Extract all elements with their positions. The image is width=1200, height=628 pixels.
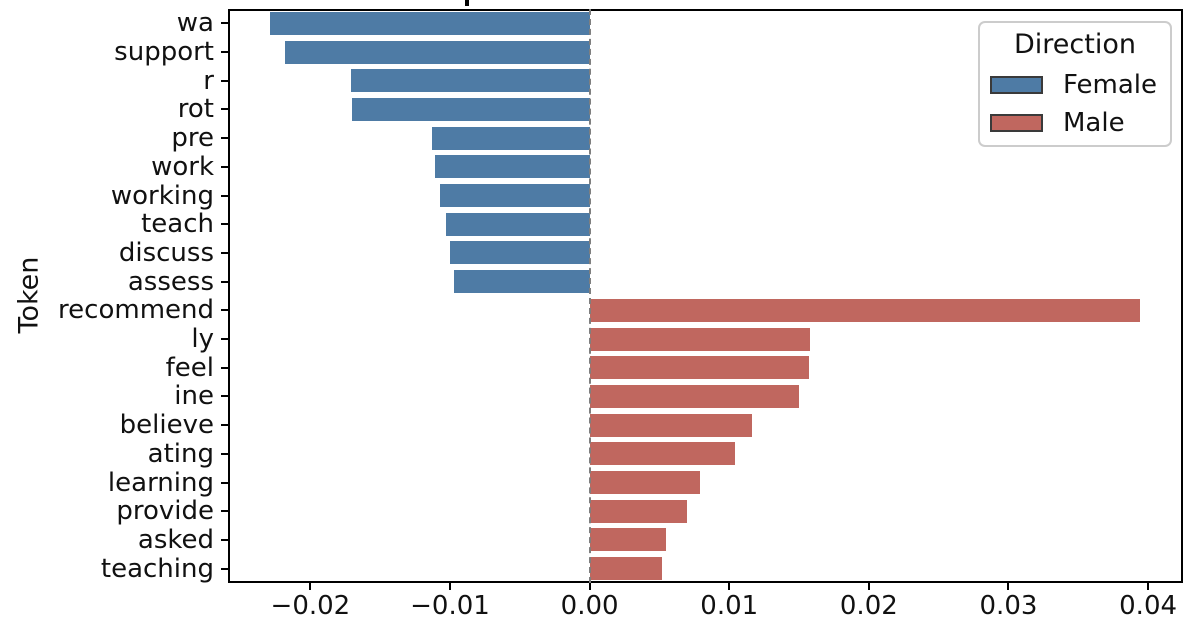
bar-ating [589, 442, 735, 466]
bar-teach [445, 212, 590, 236]
bar-pre [431, 126, 590, 150]
zero-line [588, 9, 591, 583]
y-tick-mark [221, 251, 228, 254]
x-tick-mark [867, 583, 870, 590]
bar-recommend [589, 298, 1140, 322]
y-tick-mark [221, 452, 228, 455]
y-tick-mark [221, 22, 228, 25]
bar-believe [589, 413, 752, 437]
bar-asked [589, 528, 667, 552]
y-tick-label-discuss: discuss [118, 237, 214, 268]
bar-learning [589, 471, 700, 495]
bar-teaching [589, 557, 663, 581]
bar-working [440, 184, 590, 208]
y-tick-mark [221, 165, 228, 168]
y-tick-label-work: work [151, 151, 214, 182]
x-tick-label: 0.01 [700, 591, 759, 621]
y-tick-label-asked: asked [137, 524, 214, 555]
y-tick-label-learning: learning [107, 467, 214, 498]
x-tick-label: −0.01 [410, 591, 490, 621]
y-tick-label-ly: ly [191, 324, 214, 355]
x-tick-label: 0.03 [979, 591, 1038, 621]
bar-assess [454, 270, 590, 294]
bar-wa [269, 11, 590, 35]
y-tick-label-wa: wa [176, 8, 214, 39]
x-tick-mark [309, 583, 312, 590]
bar-work [434, 155, 590, 179]
y-tick-label-support: support [114, 37, 214, 68]
y-tick-label-provide: provide [116, 496, 214, 527]
bar-feel [589, 356, 809, 380]
y-tick-label-recommend: recommend [58, 295, 214, 326]
y-tick-mark [221, 137, 228, 140]
legend-title: Direction [1014, 29, 1136, 60]
female-color-swatch [990, 76, 1043, 94]
x-tick-mark [588, 583, 591, 590]
y-tick-label-feel: feel [165, 352, 214, 383]
x-tick-label: 0.04 [1119, 591, 1178, 621]
cropped-title-fragment [465, 0, 469, 6]
y-tick-label-pre: pre [171, 123, 214, 154]
bar-ine [589, 384, 800, 408]
y-tick-mark [221, 194, 228, 197]
y-tick-label-teaching: teaching [100, 553, 214, 584]
legend-label-female: Female [1063, 70, 1158, 100]
y-tick-label-teach: teach [141, 209, 214, 240]
y-tick-label-believe: believe [119, 410, 214, 441]
legend-entry-female: Female [980, 71, 1170, 99]
x-tick-label: 0.00 [560, 591, 619, 621]
y-tick-mark [221, 51, 228, 54]
y-tick-label-ine: ine [174, 381, 214, 412]
bar-ly [589, 327, 811, 351]
y-tick-mark [221, 510, 228, 513]
y-tick-mark [221, 79, 228, 82]
male-color-swatch [990, 114, 1043, 132]
y-tick-mark [221, 309, 228, 312]
y-tick-mark [221, 280, 228, 283]
y-tick-mark [221, 366, 228, 369]
x-tick-mark [1147, 583, 1150, 590]
x-tick-mark [1007, 583, 1010, 590]
bar-provide [589, 499, 688, 523]
y-tick-label-ating: ating [147, 438, 214, 469]
bar-rot [352, 97, 590, 121]
x-tick-label: 0.02 [839, 591, 898, 621]
legend-entry-male: Male [980, 109, 1170, 137]
y-tick-label-r: r [203, 65, 214, 96]
x-tick-label: −0.02 [270, 591, 351, 621]
y-tick-mark [221, 481, 228, 484]
bar-discuss [449, 241, 590, 265]
y-tick-label-working: working [110, 180, 214, 211]
y-tick-mark [221, 223, 228, 226]
y-tick-mark [221, 395, 228, 398]
y-tick-mark [221, 567, 228, 570]
y-tick-mark [221, 538, 228, 541]
y-tick-label-rot: rot [177, 94, 214, 125]
y-tick-label-assess: assess [127, 266, 214, 297]
x-tick-mark [448, 583, 451, 590]
y-tick-mark [221, 424, 228, 427]
y-tick-mark [221, 338, 228, 341]
legend-label-male: Male [1063, 108, 1125, 138]
bar-support [285, 40, 590, 64]
y-tick-mark [221, 108, 228, 111]
bar-r [350, 69, 590, 93]
legend: Direction Female Male [978, 21, 1172, 147]
x-tick-mark [728, 583, 731, 590]
